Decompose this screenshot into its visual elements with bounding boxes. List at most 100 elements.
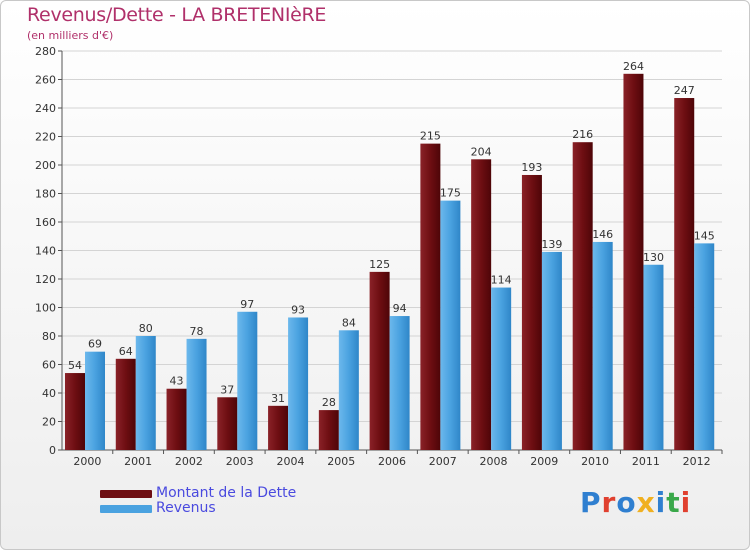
y-tick-label: 220: [35, 131, 56, 144]
logo-letter: x: [636, 486, 656, 519]
bar-revenue: [440, 200, 461, 450]
x-axis-ticks: 2000 2001 2002 2003 2004 2005 2006 2007 2008 2009…: [73, 450, 723, 468]
bar-revenue: [389, 316, 410, 450]
x-tick-label: 2006: [378, 455, 406, 468]
data-label: 69: [88, 338, 102, 351]
data-label: 43: [170, 375, 184, 388]
data-label: 93: [291, 303, 305, 316]
proxiti-logo: Proxiti: [580, 486, 691, 519]
chart-title: Revenus/Dette - LA BRETENIèRE: [27, 4, 327, 26]
logo-letter: i: [655, 486, 667, 519]
x-tick-label: 2008: [480, 455, 508, 468]
bar-debt: [471, 159, 492, 451]
data-label: 64: [119, 345, 133, 358]
x-tick-label: 2003: [226, 455, 254, 468]
bar-debt: [623, 73, 644, 451]
bar-debt: [674, 98, 695, 451]
y-tick-label: 0: [49, 444, 56, 457]
data-label: 130: [643, 251, 664, 264]
bar-revenue: [288, 317, 309, 450]
legend: Montant de la Dette Revenus: [100, 486, 296, 516]
x-tick-label: 2007: [429, 455, 457, 468]
x-tick-label: 2009: [530, 455, 558, 468]
x-tick-label: 2012: [683, 455, 711, 468]
bar-debt: [572, 142, 593, 450]
legend-swatch-revenue: [100, 504, 152, 513]
bar-debt: [166, 388, 187, 450]
y-tick-label: 20: [42, 416, 56, 429]
bar-revenue: [186, 338, 207, 450]
y-tick-label: 240: [35, 102, 56, 115]
bar-debt: [369, 271, 390, 450]
bar-revenue: [135, 336, 156, 450]
bar-debt: [65, 373, 85, 450]
bar-debt: [217, 397, 238, 450]
legend-label-debt: Montant de la Dette: [156, 485, 297, 501]
data-label: 204: [471, 145, 492, 158]
data-label: 139: [541, 238, 562, 251]
legend-item-revenue: Revenus: [100, 501, 296, 516]
y-tick-label: 120: [35, 273, 56, 286]
data-label: 54: [68, 359, 82, 372]
data-label: 146: [592, 228, 613, 241]
y-tick-label: 180: [35, 188, 56, 201]
data-label: 215: [420, 130, 441, 143]
bar-revenue: [491, 287, 512, 450]
bar-debt: [115, 358, 136, 450]
bar-revenue: [694, 243, 715, 450]
data-label: 80: [139, 322, 153, 335]
legend-label-revenue: Revenus: [156, 500, 216, 516]
data-label: 175: [440, 187, 461, 200]
x-tick-label: 2005: [327, 455, 355, 468]
logo-letter: i: [680, 486, 692, 519]
data-label: 125: [369, 258, 390, 271]
x-tick-label: 2010: [581, 455, 609, 468]
bar-revenue: [85, 351, 105, 450]
legend-swatch-debt: [100, 489, 152, 498]
data-label: 28: [322, 396, 336, 409]
bars: [65, 73, 715, 451]
data-label: 114: [491, 274, 512, 287]
logo-letter: r: [601, 486, 617, 519]
data-label: 264: [623, 60, 644, 73]
bar-debt: [318, 410, 339, 450]
logo-letter: t: [666, 486, 681, 519]
y-tick-label: 60: [42, 359, 56, 372]
logo-letter: P: [580, 486, 602, 519]
data-label: 247: [674, 84, 695, 97]
chart-subtitle: (en milliers d'€): [27, 29, 114, 42]
bar-revenue: [338, 330, 359, 450]
data-label: 94: [393, 302, 407, 315]
data-label: 193: [521, 161, 542, 174]
logo-letter: o: [616, 486, 637, 519]
x-tick-label: 2001: [124, 455, 152, 468]
bar-debt: [420, 143, 441, 450]
y-tick-label: 40: [42, 387, 56, 400]
legend-item-debt: Montant de la Dette: [100, 486, 296, 501]
data-label: 31: [271, 392, 285, 405]
bar-debt: [521, 174, 542, 450]
bar-debt: [268, 405, 289, 450]
bar-revenue: [541, 251, 562, 450]
data-label: 78: [190, 325, 204, 338]
y-tick-label: 100: [35, 302, 56, 315]
data-label: 145: [694, 229, 715, 242]
data-label: 97: [240, 298, 254, 311]
bar-revenue: [237, 311, 258, 450]
data-label: 37: [220, 383, 234, 396]
x-tick-label: 2000: [73, 455, 101, 468]
y-tick-label: 80: [42, 330, 56, 343]
y-tick-label: 260: [35, 74, 56, 87]
x-tick-label: 2002: [175, 455, 203, 468]
y-tick-label: 140: [35, 245, 56, 258]
y-tick-label: 160: [35, 216, 56, 229]
data-labels: 54 69 64 80 43 78 37 97 31 93 28 84 125 94 215 175 204 11…: [68, 60, 715, 409]
data-label: 216: [572, 128, 593, 141]
y-tick-label: 200: [35, 159, 56, 172]
data-label: 84: [342, 316, 356, 329]
y-tick-label: 280: [35, 45, 56, 58]
x-tick-label: 2004: [276, 455, 304, 468]
bar-revenue: [592, 241, 613, 450]
x-tick-label: 2011: [632, 455, 660, 468]
